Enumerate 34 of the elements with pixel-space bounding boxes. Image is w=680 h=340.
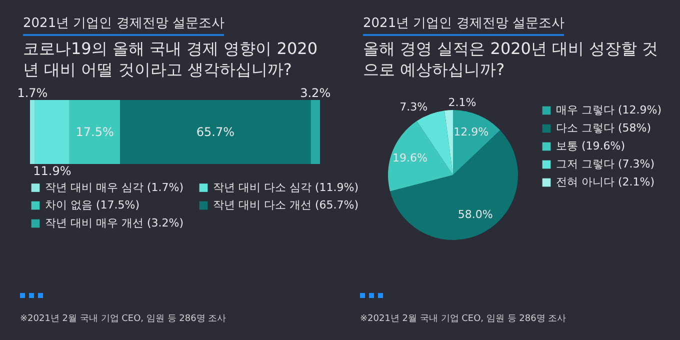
legend-label: 전혀 아니다 (2.1%): [556, 176, 655, 188]
bar: [34, 100, 70, 164]
legend-label: 매우 그렇다 (12.9%): [556, 104, 662, 116]
data-label: 65.7%: [196, 125, 235, 139]
bar: [310, 100, 320, 164]
text: ※2021년 2월 국내 기업 CEO, 임원 등 286명 조사: [360, 313, 566, 325]
data-label: 1.7%: [17, 86, 48, 100]
bar: [30, 100, 35, 164]
data-label: 12.9%: [454, 126, 489, 139]
data-label: 3.2%: [300, 86, 331, 100]
bar: [69, 100, 120, 164]
legend-label: 작년 대비 매우 심각 (1.7%): [45, 180, 184, 194]
data-label: 58.0%: [458, 208, 493, 222]
legend-label: 작년 대비 다소 심각 (11.9%): [213, 180, 359, 194]
legend-label: 작년 대비 다소 개선 (65.7%): [213, 198, 359, 212]
legend-label: 작년 대비 매우 개선 (3.2%): [45, 216, 184, 230]
chart-subtitle: 올해 경영 실적은 2020년 대비 성장할 것으로 예상하십니까?: [363, 38, 660, 80]
legend-label: 그저 그렇다 (7.3%): [556, 158, 655, 170]
data-label: 7.3%: [400, 100, 428, 114]
chart-title: 2021년 기업인 경제전망 설문조사: [23, 14, 224, 36]
data-label: 2.1%: [448, 96, 476, 110]
pie-slice: [444, 110, 453, 175]
bar: [120, 100, 311, 164]
chart-subtitle: 코로나19의 올해 국내 경제 영향이 2020년 대비 어떨 것이라고 생각하십니까?: [23, 38, 319, 80]
text: ※2021년 2월 국내 기업 CEO, 임원 등 286명 조사: [20, 313, 226, 325]
pie-slice: [388, 121, 453, 192]
legend-label: 다소 그렇다 (58%): [556, 122, 652, 134]
data-label: 11.9%: [33, 164, 72, 178]
legend-label: 보통 (19.6%): [556, 140, 626, 152]
chart-title: 2021년 기업인 경제전망 설문조사: [363, 14, 564, 36]
data-label: 17.5%: [76, 125, 114, 139]
data-label: 19.6%: [392, 152, 428, 165]
legend-label: 차이 없음 (17.5%): [45, 198, 140, 212]
pie-slice: [453, 110, 500, 175]
